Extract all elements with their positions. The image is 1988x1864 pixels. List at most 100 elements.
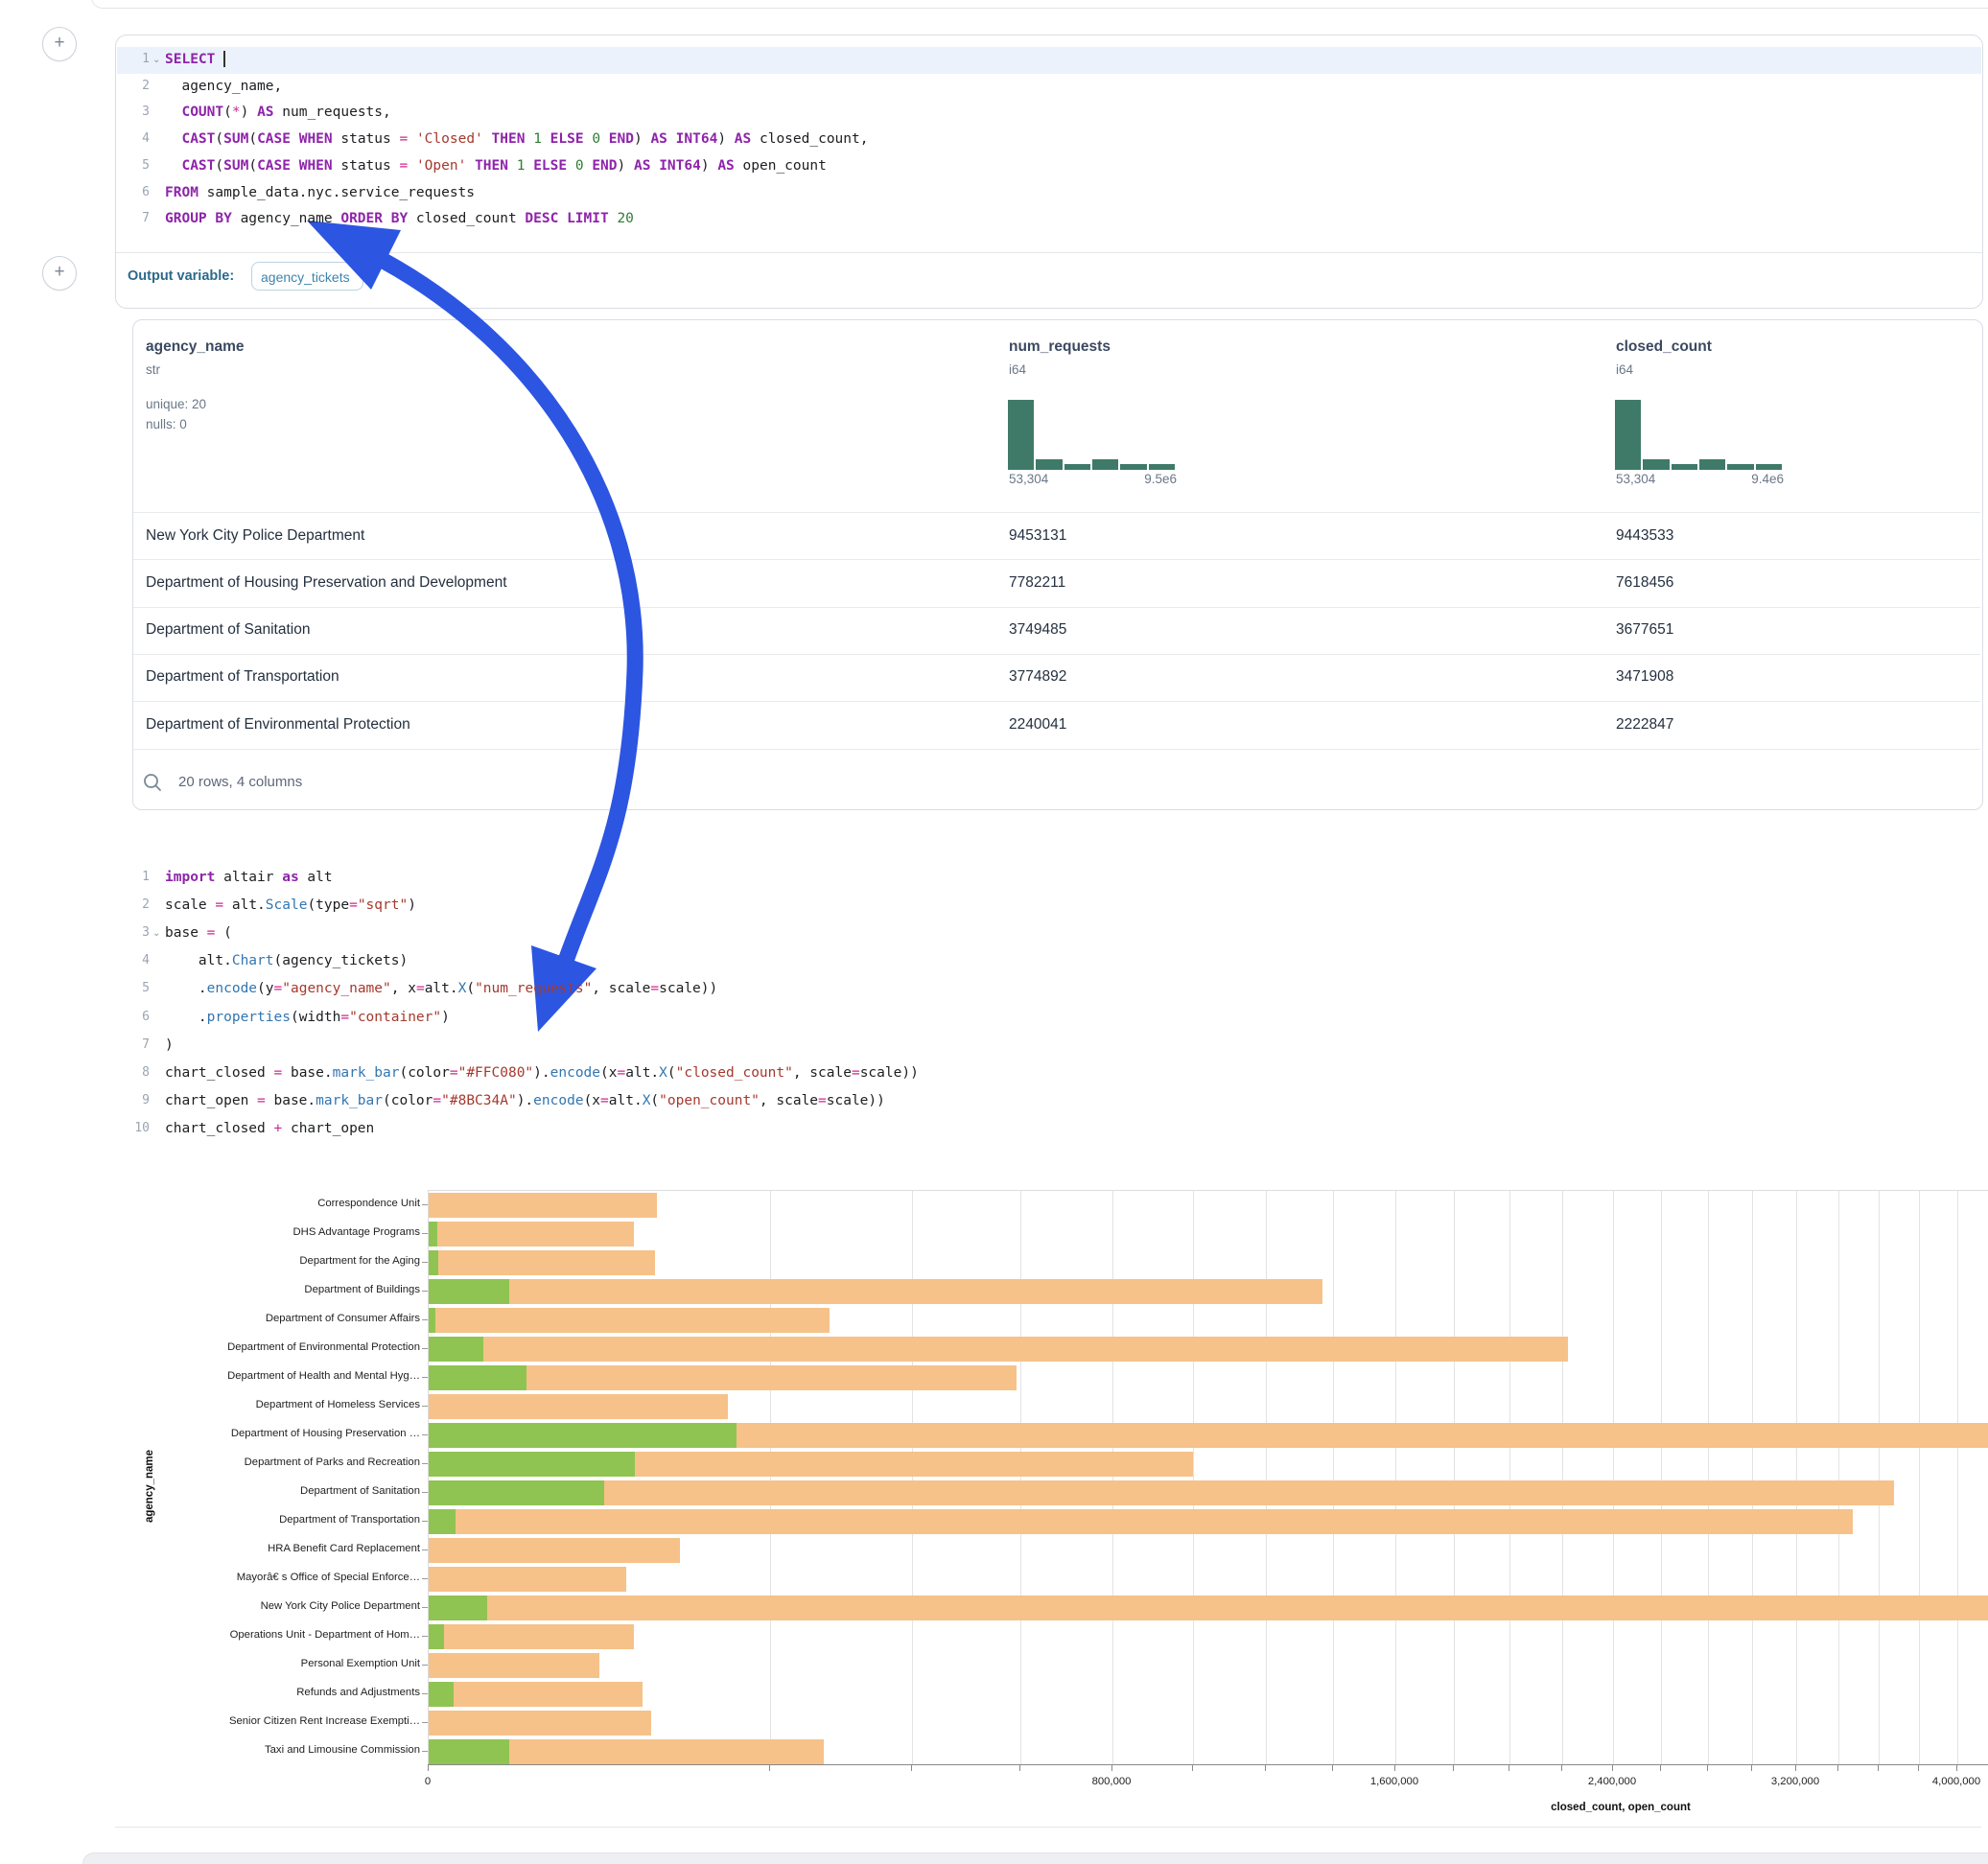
histogram-bar — [1727, 464, 1754, 470]
gridline — [1266, 1191, 1267, 1765]
x-tick-mark — [769, 1765, 770, 1771]
add-cell-button[interactable]: + — [42, 27, 77, 61]
chart-x-axis-line — [428, 1764, 1988, 1765]
code-token: DESC — [525, 211, 559, 227]
code-token: , scale — [792, 1064, 852, 1081]
code-token — [165, 131, 181, 147]
code-line[interactable]: CAST(SUM(CASE WHEN status = 'Closed' THE… — [165, 129, 868, 149]
code-token: LIMIT — [567, 211, 609, 227]
y-tick-mark — [422, 1262, 428, 1263]
code-token: FROM — [165, 184, 199, 200]
code-token: SUM — [223, 131, 249, 148]
x-tick-mark — [1394, 1765, 1395, 1771]
gridline — [912, 1191, 913, 1765]
sql-cell — [115, 35, 1983, 309]
code-token: = — [257, 1092, 266, 1108]
gridline — [1454, 1191, 1455, 1765]
code-line[interactable]: chart_closed + chart_open — [165, 1119, 374, 1138]
bar-closed-count — [429, 1222, 634, 1247]
code-token: ELSE — [533, 157, 568, 174]
code-line[interactable]: CAST(SUM(CASE WHEN status = 'Open' THEN … — [165, 156, 826, 175]
x-tick-mark — [1332, 1765, 1333, 1771]
code-token: num_requests, — [273, 105, 391, 121]
code-line[interactable]: COUNT(*) AS num_requests, — [165, 103, 391, 122]
row-separator — [133, 512, 1980, 513]
code-token: = — [399, 131, 409, 148]
code-token — [483, 131, 492, 147]
x-tick-mark — [1795, 1765, 1796, 1771]
code-token — [567, 158, 575, 174]
code-line[interactable]: chart_open = base.mark_bar(color="#8BC34… — [165, 1091, 885, 1110]
x-tick-mark — [1837, 1765, 1838, 1771]
row-separator — [133, 606, 1980, 608]
code-token: import — [165, 870, 216, 885]
bar-open-count — [429, 1279, 509, 1304]
code-token: GROUP BY — [165, 211, 232, 227]
code-token: ( — [215, 925, 232, 942]
bar-closed-count — [429, 1337, 1568, 1362]
histogram-min-label: 53,304 — [1009, 472, 1049, 486]
code-line[interactable]: base = ( — [165, 923, 232, 943]
code-line[interactable]: agency_name, — [165, 77, 282, 96]
y-axis-label: Operations Unit - Department of Hom… — [229, 1629, 420, 1641]
x-tick-mark — [1612, 1765, 1613, 1771]
code-line[interactable]: import altair as alt — [165, 868, 333, 887]
y-axis-label: Correspondence Unit — [317, 1198, 420, 1209]
y-axis-label: Department for the Aging — [299, 1255, 420, 1267]
code-token: closed_count, — [751, 131, 869, 148]
add-cell-button[interactable]: + — [42, 256, 77, 291]
code-line[interactable]: scale = alt.Scale(type="sqrt") — [165, 896, 416, 915]
y-tick-mark — [422, 1549, 428, 1550]
cell-divider — [116, 252, 1982, 253]
fold-chevron-icon[interactable]: ⌄ — [152, 55, 161, 65]
y-axis-label: DHS Advantage Programs — [292, 1226, 421, 1238]
y-tick-mark — [422, 1434, 428, 1435]
code-token: base. — [282, 1064, 333, 1081]
line-number: 1 — [142, 52, 150, 66]
code-line[interactable]: GROUP BY agency_name ORDER BY closed_cou… — [165, 209, 634, 228]
cell-closed-count: 2222847 — [1616, 715, 1674, 733]
code-token: "num_requests" — [475, 981, 593, 997]
y-axis-label: Department of Consumer Affairs — [265, 1313, 420, 1324]
code-token: alt — [298, 870, 333, 885]
cell-num-requests: 3774892 — [1009, 668, 1067, 686]
gridline — [1708, 1191, 1709, 1765]
column-stat: nulls: 0 — [146, 417, 187, 431]
code-token: = — [340, 1009, 350, 1025]
y-tick-mark — [422, 1377, 428, 1378]
bar-open-count — [429, 1452, 635, 1477]
gridline — [1509, 1191, 1510, 1765]
code-token: AS — [257, 105, 274, 121]
bar-closed-count — [429, 1279, 1322, 1304]
code-token: 1 — [533, 131, 542, 148]
line-number: 6 — [142, 1009, 150, 1024]
code-line[interactable]: .properties(width="container") — [165, 1008, 450, 1027]
code-token: ). — [516, 1092, 534, 1108]
y-tick-mark — [422, 1406, 428, 1407]
histogram-bar — [1036, 459, 1063, 470]
code-line[interactable]: alt.Chart(agency_tickets) — [165, 951, 408, 970]
code-line[interactable]: ) — [165, 1036, 174, 1055]
code-token: sample_data.nyc.service_requests — [198, 184, 476, 200]
code-line[interactable]: FROM sample_data.nyc.service_requests — [165, 183, 475, 202]
code-line[interactable]: SELECT — [165, 50, 226, 69]
bar-closed-count — [429, 1653, 599, 1678]
cell-num-requests: 9453131 — [1009, 526, 1067, 544]
code-token: scale)) — [659, 981, 718, 997]
fold-chevron-icon[interactable]: ⌄ — [152, 928, 161, 940]
line-number: 4 — [142, 953, 150, 968]
histogram-bar — [1671, 464, 1697, 470]
x-tick-mark — [1956, 1765, 1957, 1771]
y-axis-label: Department of Buildings — [304, 1284, 420, 1295]
code-token: "open_count" — [659, 1092, 760, 1108]
code-token: END — [592, 157, 618, 174]
code-line[interactable]: .encode(y="agency_name", x=alt.X("num_re… — [165, 979, 717, 998]
code-token: ) — [700, 157, 718, 174]
code-token: ) — [240, 105, 258, 121]
line-number: 6 — [142, 184, 150, 199]
code-token: ORDER BY — [340, 211, 409, 227]
search-icon[interactable] — [142, 772, 163, 793]
code-line[interactable]: chart_closed = base.mark_bar(color="#FFC… — [165, 1063, 919, 1083]
y-tick-mark — [422, 1463, 428, 1464]
